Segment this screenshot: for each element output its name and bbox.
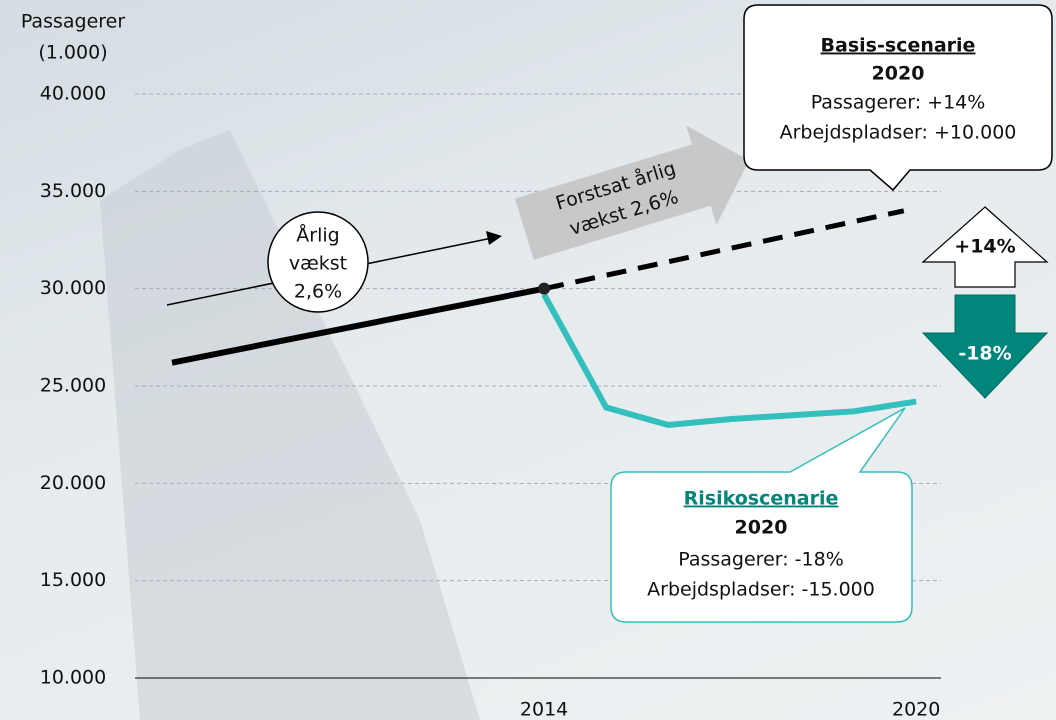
background-wing xyxy=(100,130,480,720)
bubble-text: 2,6% xyxy=(294,281,342,303)
risk-line: Passagerer: -18% xyxy=(678,549,844,571)
up-arrow xyxy=(921,206,1049,288)
down-arrow xyxy=(921,294,1049,399)
axis-title: Passagerer xyxy=(21,11,126,33)
risk-year: 2020 xyxy=(735,517,788,539)
y-tick-label: 30.000 xyxy=(40,277,106,299)
point-marker xyxy=(538,282,551,295)
axis-unit: (1.000) xyxy=(38,42,107,64)
bubble-text: Årlig xyxy=(296,224,339,247)
down-arrow-label: -18% xyxy=(958,343,1011,365)
up-arrow-label: +14% xyxy=(954,236,1015,258)
x-tick-label: 2014 xyxy=(520,699,568,720)
y-tick-label: 10.000 xyxy=(40,667,106,689)
basis-title: Basis-scenarie xyxy=(821,35,976,57)
series-line xyxy=(541,293,917,428)
risk-line: Arbejdspladser: -15.000 xyxy=(647,579,875,601)
risk-title: Risikoscenarie xyxy=(684,488,839,510)
basis-year: 2020 xyxy=(872,63,925,85)
y-tick-label: 40.000 xyxy=(40,83,106,105)
y-tick-label: 35.000 xyxy=(40,180,106,202)
basis-callout xyxy=(743,4,1053,192)
y-tick-label: 25.000 xyxy=(40,375,106,397)
series-line xyxy=(171,285,545,366)
basis-line: Arbejdspladser: +10.000 xyxy=(780,122,1017,144)
y-tick-label: 15.000 xyxy=(40,569,106,591)
arrow-head xyxy=(486,231,502,245)
x-tick-label: 2020 xyxy=(892,699,940,720)
basis-line: Passagerer: +14% xyxy=(811,92,986,114)
series-line xyxy=(543,208,905,292)
growth-bubble xyxy=(267,211,369,313)
risk-callout xyxy=(610,407,913,623)
trend-arrow xyxy=(515,125,750,260)
bubble-text: vækst xyxy=(289,253,347,275)
y-tick-label: 20.000 xyxy=(40,472,106,494)
